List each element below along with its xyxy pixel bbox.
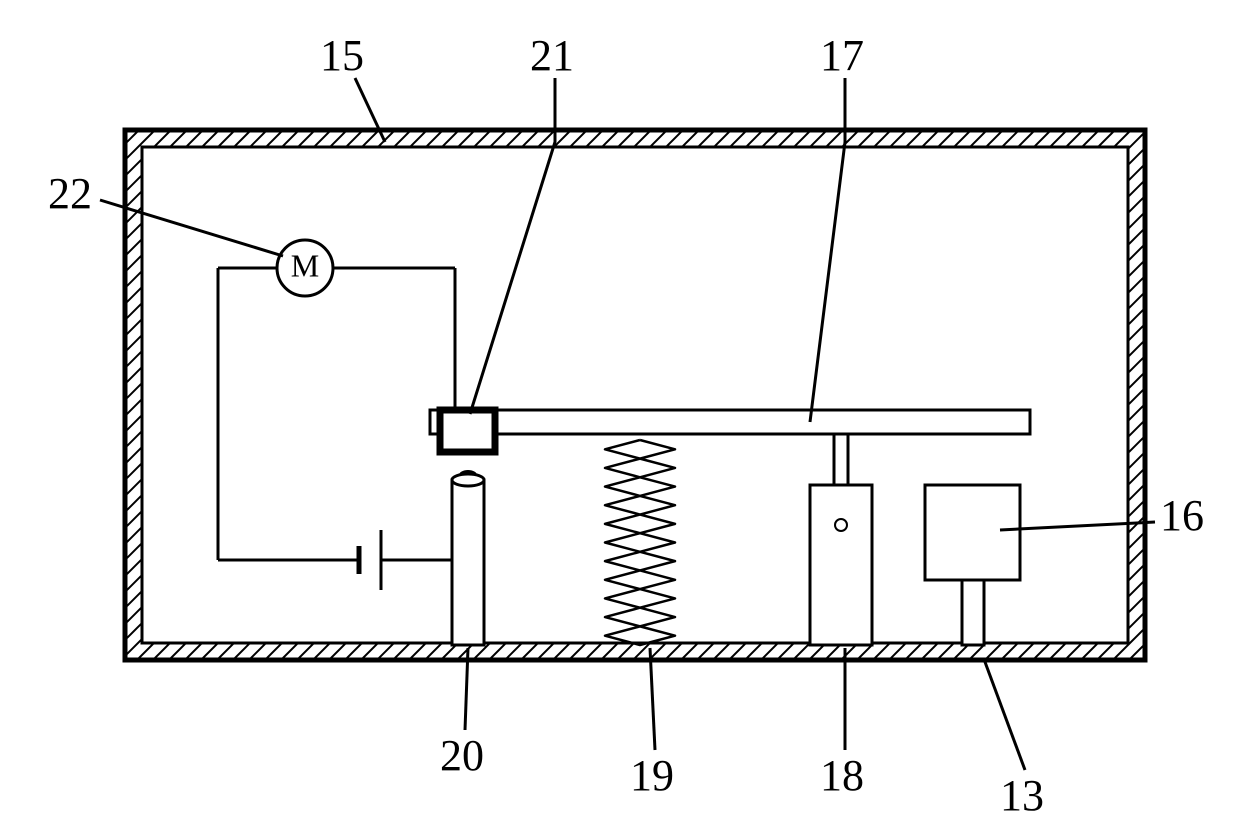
- enclosure-hatch: [0, 130, 1240, 660]
- damper-body: [810, 485, 872, 645]
- motor-label: M: [291, 247, 319, 283]
- block-16-rod: [962, 580, 984, 645]
- label-17: 17: [820, 31, 864, 80]
- label-20: 20: [440, 731, 484, 780]
- damper-rod: [834, 434, 848, 486]
- label-16: 16: [1160, 491, 1204, 540]
- label-13: 13: [1000, 771, 1044, 820]
- contact-post-cap: [452, 474, 484, 486]
- leader-19: [650, 648, 655, 750]
- label-22: 22: [48, 169, 92, 218]
- label-21: 21: [530, 31, 574, 80]
- contact-box: [440, 410, 495, 452]
- label-19: 19: [630, 751, 674, 800]
- diagram-canvas: M 15 21 17 22 16 20 19 18 13: [0, 0, 1240, 837]
- circuit-wiring: [218, 268, 468, 645]
- leader-13: [985, 662, 1025, 770]
- label-15: 15: [320, 31, 364, 80]
- contact-post-body: [452, 480, 484, 645]
- spring: [605, 440, 675, 645]
- lever-bar: [430, 410, 1030, 434]
- block-16: [925, 485, 1020, 580]
- label-18: 18: [820, 751, 864, 800]
